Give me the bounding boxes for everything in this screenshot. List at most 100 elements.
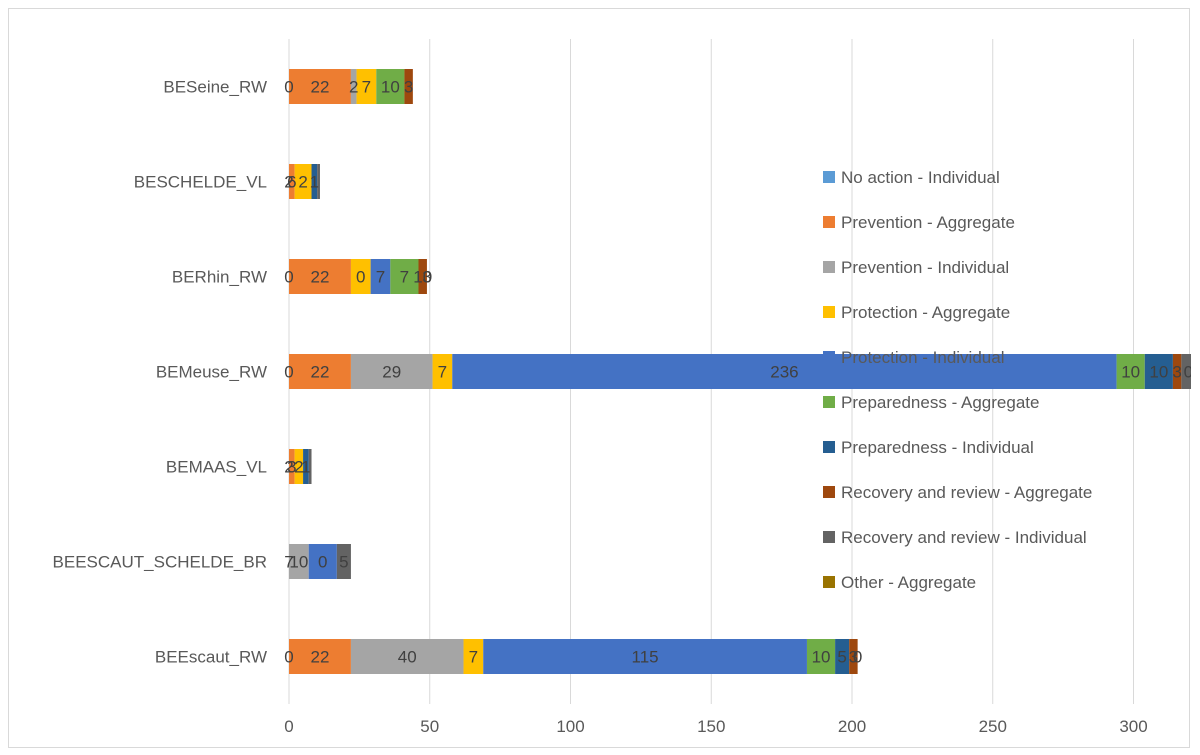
bar-segment xyxy=(294,164,312,199)
data-label: 7 xyxy=(362,78,371,97)
legend-swatch xyxy=(823,351,835,363)
data-label: 2 xyxy=(294,458,303,477)
data-label: 7 xyxy=(400,268,409,287)
data-label: 22 xyxy=(311,363,330,382)
data-label: 10 xyxy=(381,78,400,97)
legend: No action - Individual Prevention - Aggre… xyxy=(823,168,1092,592)
legend-swatch xyxy=(823,216,835,228)
bar-segment xyxy=(289,69,351,104)
bar-segment xyxy=(294,449,304,484)
legend-swatch xyxy=(823,441,835,453)
bar-segment xyxy=(350,69,357,104)
bars xyxy=(289,69,1196,674)
data-label: 2 xyxy=(298,173,307,192)
data-label: 5 xyxy=(837,648,846,667)
category-label: BEESCAUT_SCHELDE_BR xyxy=(53,553,267,572)
legend-label: Preparedness - Individual xyxy=(841,438,1034,457)
data-label: 0 xyxy=(853,648,862,667)
legend-swatch xyxy=(823,531,835,543)
data-label: 115 xyxy=(632,648,659,667)
data-label: 7 xyxy=(284,553,293,572)
legend-label: Protection - Individual xyxy=(841,348,1004,367)
legend-label: Prevention - Individual xyxy=(841,258,1009,277)
bar-segment xyxy=(350,639,464,674)
category-label: BEMeuse_RW xyxy=(156,363,267,382)
bar-segment xyxy=(308,544,337,579)
legend-swatch xyxy=(823,261,835,273)
bar-segment xyxy=(317,164,320,199)
x-tick-label: 250 xyxy=(979,717,1007,736)
bar-segment xyxy=(350,354,433,389)
bar-segment xyxy=(289,354,351,389)
data-label: 10 xyxy=(1149,363,1168,382)
bar-segment xyxy=(452,354,1117,389)
bar-segment xyxy=(483,639,807,674)
legend-label: Recovery and review - Individual xyxy=(841,528,1087,547)
bar-segment xyxy=(390,259,419,294)
legend-swatch xyxy=(823,306,835,318)
data-label: 22 xyxy=(311,78,330,97)
data-label: 10 xyxy=(1121,363,1140,382)
bar-segment xyxy=(303,449,309,484)
bar-segment xyxy=(350,259,371,294)
bar-segment xyxy=(376,69,405,104)
x-tick-label: 0 xyxy=(284,717,293,736)
data-label: 0 xyxy=(356,268,365,287)
legend-label: Recovery and review - Aggregate xyxy=(841,483,1092,502)
data-label: 0 xyxy=(284,78,293,97)
data-label: 0 xyxy=(284,268,293,287)
legend-label: Other - Aggregate xyxy=(841,573,976,592)
data-label: 2 xyxy=(349,78,358,97)
category-label: BESCHELDE_VL xyxy=(134,173,267,192)
bar-segment xyxy=(370,259,391,294)
data-label: 7 xyxy=(469,648,478,667)
data-label: 10 xyxy=(413,268,432,287)
data-label: 3 xyxy=(849,648,858,667)
data-label: 1 xyxy=(310,173,319,192)
bar-segment xyxy=(432,354,453,389)
x-tick-label: 100 xyxy=(556,717,584,736)
bar-segment xyxy=(289,639,351,674)
bar-segment xyxy=(849,639,858,674)
data-label: 5 xyxy=(339,553,348,572)
legend-swatch xyxy=(823,486,835,498)
legend-swatch xyxy=(823,171,835,183)
data-label: 0 xyxy=(1184,363,1191,382)
data-label: 236 xyxy=(770,363,798,382)
bar-segment xyxy=(404,69,413,104)
bar-segment xyxy=(336,544,351,579)
data-label: 6 xyxy=(287,173,296,192)
data-label: 2 xyxy=(284,458,293,477)
legend-label: No action - Individual xyxy=(841,168,1000,187)
bar-segment xyxy=(356,69,377,104)
bar-segment xyxy=(311,164,318,199)
data-label: 7 xyxy=(376,268,385,287)
bar-segment xyxy=(1116,354,1145,389)
x-tick-label: 200 xyxy=(838,717,866,736)
legend-label: Preparedness - Aggregate xyxy=(841,393,1039,412)
data-label: 40 xyxy=(398,648,417,667)
x-tick-label: 300 xyxy=(1119,717,1147,736)
bar-segment xyxy=(835,639,850,674)
x-axis-tick-labels: 050100150200250300350 xyxy=(284,717,1147,736)
data-label: 3 xyxy=(404,78,413,97)
data-label: 0 xyxy=(284,363,293,382)
category-label: BERhin_RW xyxy=(172,268,267,287)
data-label: 0 xyxy=(318,553,327,572)
bar-segment xyxy=(806,639,836,674)
bar-segment xyxy=(463,639,484,674)
category-label: BEEscaut_RW xyxy=(155,648,267,667)
chart-frame: 0 22 2 7 10 3 2 6 2 1 0 22 0 7 7 10 3 0 22 29 7 236 10 10 3 0 2 3 2 1… xyxy=(8,8,1196,748)
data-label: 7 xyxy=(438,363,447,382)
bar-segment xyxy=(1172,354,1182,389)
data-label: 3 xyxy=(1172,363,1181,382)
bar-segment xyxy=(289,259,351,294)
category-axis-labels: BESeine_RW BESCHELDE_VL BERhin_RW BEMeuse_R… xyxy=(53,78,267,667)
category-label: BESeine_RW xyxy=(163,78,267,97)
legend-label: Protection - Aggregate xyxy=(841,303,1010,322)
data-label: 2 xyxy=(284,173,293,192)
data-label: 22 xyxy=(311,268,330,287)
bar-segment xyxy=(289,544,309,579)
